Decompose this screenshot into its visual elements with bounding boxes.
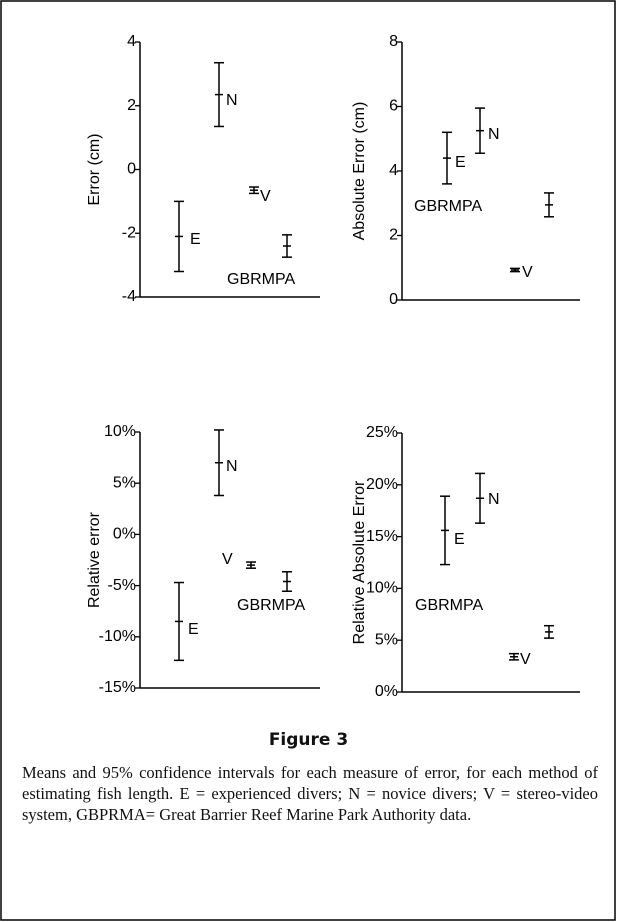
y-tick-label: 4	[389, 162, 398, 179]
y-tick-label: -15%	[99, 679, 136, 696]
y-axis-label: Relative error	[86, 511, 103, 608]
y-tick-label: 0	[127, 161, 136, 178]
point-label: N	[226, 458, 238, 475]
y-tick-label: 0%	[375, 683, 398, 700]
point-label: E	[188, 621, 199, 638]
y-axis-label: Error (cm)	[86, 134, 103, 206]
y-tick-label: 6	[389, 98, 398, 115]
caption-title: Figure 3	[268, 730, 349, 750]
point-label: N	[488, 126, 500, 143]
y-tick-label: 10%	[366, 580, 398, 597]
y-tick-label: 0	[389, 291, 398, 308]
y-axis-label: Absolute Error (cm)	[351, 102, 368, 241]
point-label: E	[454, 531, 465, 548]
point-label: GBRMPA	[414, 198, 482, 215]
y-tick-label: 2	[389, 227, 398, 244]
point-label: V	[522, 264, 533, 281]
y-axis-label: Relative Absolute Error	[351, 480, 368, 644]
y-tick-label: 5%	[113, 474, 136, 491]
point-label: GBRMPA	[227, 271, 295, 288]
point-label: GBRMPA	[415, 597, 483, 614]
y-tick-label: 4	[127, 33, 136, 50]
point-label: N	[226, 92, 238, 109]
y-tick-label: -10%	[99, 628, 136, 645]
point-label: V	[520, 651, 531, 668]
point-label: V	[260, 188, 271, 205]
y-tick-label: -4	[122, 288, 136, 305]
y-tick-label: -5%	[108, 577, 136, 594]
y-tick-label: -2	[122, 224, 136, 241]
y-tick-label: 10%	[104, 423, 136, 440]
point-label: V	[222, 551, 233, 568]
y-tick-label: 25%	[366, 424, 398, 441]
point-label: E	[455, 154, 466, 171]
point-label: E	[190, 231, 201, 248]
y-tick-label: 20%	[366, 476, 398, 493]
y-tick-label: 0%	[113, 526, 136, 543]
point-label: GBRMPA	[237, 597, 305, 614]
caption-text: Means and 95% confidence intervals for e…	[22, 763, 598, 824]
y-tick-label: 2	[127, 97, 136, 114]
y-tick-label: 8	[389, 33, 398, 50]
y-tick-label: 15%	[366, 528, 398, 545]
point-label: N	[488, 491, 500, 508]
y-tick-label: 5%	[375, 631, 398, 648]
